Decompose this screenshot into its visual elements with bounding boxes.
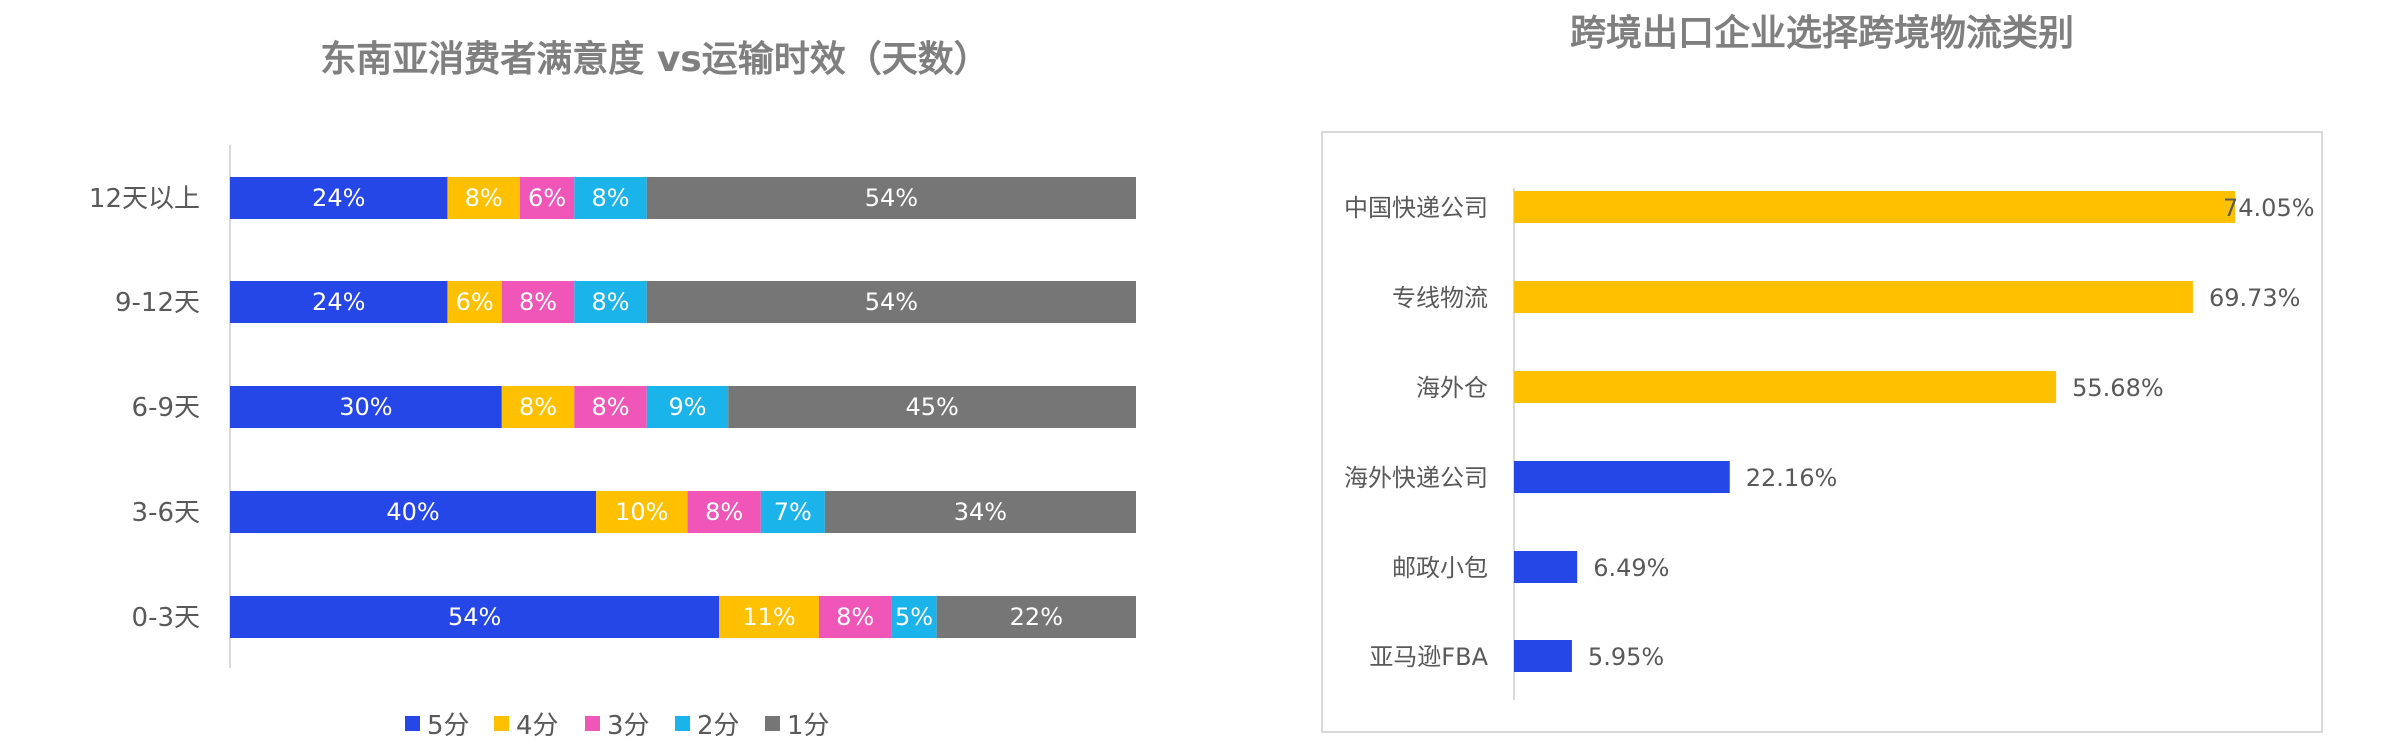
stacked-bar-segment (501, 281, 575, 323)
segment-data-label: 8% (465, 184, 503, 212)
bar-value-label: 55.68% (2072, 374, 2164, 402)
bar (1514, 461, 1730, 493)
segment-data-label: 8% (519, 393, 557, 421)
bar-value-label: 5.95% (1588, 643, 1664, 671)
category-tick-label: 亚马逊FBA (1369, 643, 1488, 671)
right-chart-title: 跨境出口企业选择跨境物流类别 (1569, 13, 2074, 54)
legend-swatch (405, 716, 420, 731)
stacked-bar-segment (646, 281, 1136, 323)
segment-data-label: 9% (668, 393, 706, 421)
legend-swatch (675, 716, 690, 731)
stacked-bar-segment (230, 386, 502, 428)
segment-data-label: 8% (836, 603, 874, 631)
legend-swatch (765, 716, 780, 731)
stacked-bar-segment (818, 596, 892, 638)
bar-value-label: 69.73% (2209, 284, 2301, 312)
legend-label: 1分 (787, 711, 830, 740)
category-tick-label: 中国快递公司 (1344, 194, 1488, 222)
category-tick-label: 6-9天 (132, 393, 200, 423)
stacked-bar-segment (447, 177, 520, 219)
segment-data-label: 30% (339, 393, 392, 421)
segment-data-label: 45% (905, 393, 958, 421)
stacked-bar-segment (728, 386, 1136, 428)
stacked-bar-segment (824, 491, 1136, 533)
stacked-bar-segment (574, 177, 647, 219)
segment-data-label: 24% (312, 184, 365, 212)
segment-data-label: 22% (1010, 603, 1063, 631)
category-tick-label: 3-6天 (132, 498, 200, 528)
segment-data-label: 8% (519, 288, 557, 316)
bar (1514, 191, 2235, 223)
segment-data-label: 54% (865, 288, 918, 316)
bar-value-label: 74.05% (2223, 194, 2315, 222)
category-tick-label: 12天以上 (89, 184, 200, 214)
stacked-bar-segment (760, 491, 825, 533)
category-tick-label: 邮政小包 (1392, 554, 1488, 582)
legend-label: 2分 (697, 711, 740, 740)
stacked-bar-segment (230, 596, 720, 638)
left-stacked-bar-chart: 12天以上 24% 8% 6% 8% 54% 9-12天 24% 6% 8% 8% 54% 6-9天 30… (89, 145, 1136, 740)
stacked-bar-segment (230, 177, 448, 219)
category-tick-label: 专线物流 (1392, 284, 1488, 312)
legend-label: 4分 (516, 711, 559, 740)
bar (1514, 640, 1572, 672)
category-tick-label: 海外仓 (1416, 374, 1488, 402)
segment-data-label: 34% (954, 498, 1007, 526)
segment-data-label: 40% (386, 498, 439, 526)
bar-value-label: 22.16% (1746, 464, 1838, 492)
stacked-bar-segment (891, 596, 937, 638)
segment-data-label: 8% (591, 288, 629, 316)
category-tick-label: 0-3天 (132, 603, 200, 633)
segment-data-label: 6% (456, 288, 494, 316)
left-chart-title: 东南亚消费者满意度 vs运输时效（天数） (320, 39, 990, 80)
bar (1514, 371, 2057, 403)
stacked-bar-segment (574, 386, 647, 428)
stacked-bar-segment (501, 386, 575, 428)
stacked-bar-segment (646, 177, 1136, 219)
segment-data-label: 11% (742, 603, 795, 631)
stacked-bar-segment (646, 386, 729, 428)
stacked-bar-segment (936, 596, 1136, 638)
category-tick-label: 海外快递公司 (1344, 464, 1488, 492)
category-tick-label: 9-12天 (115, 288, 200, 318)
segment-data-label: 8% (591, 184, 629, 212)
segment-data-label: 10% (615, 498, 668, 526)
segment-data-label: 8% (705, 498, 743, 526)
right-chart-border (1321, 131, 2323, 733)
segment-data-label: 24% (312, 288, 365, 316)
stacked-bar-segment (230, 281, 448, 323)
segment-data-label: 6% (528, 184, 566, 212)
stacked-bar-segment (519, 177, 575, 219)
bar (1514, 281, 2193, 313)
legend-swatch (494, 716, 509, 731)
legend-label: 5分 (427, 711, 470, 740)
legend-label: 3分 (607, 711, 650, 740)
stacked-bar-segment (574, 281, 647, 323)
legend-swatch (585, 716, 600, 731)
segment-data-label: 54% (865, 184, 918, 212)
segment-data-label: 8% (591, 393, 629, 421)
stacked-bar-segment (596, 491, 688, 533)
segment-data-label: 54% (448, 603, 501, 631)
right-bar-chart: 中国快递公司 74.05% 专线物流 69.73% 海外仓 55.68% 海外快递公司 22.… (1321, 131, 2323, 733)
bar-value-label: 6.49% (1593, 554, 1669, 582)
segment-data-label: 7% (774, 498, 812, 526)
bar (1514, 551, 1578, 583)
stacked-bar-segment (447, 281, 502, 323)
stacked-bar-segment (230, 491, 597, 533)
stacked-bar-segment (687, 491, 761, 533)
segment-data-label: 5% (895, 603, 933, 631)
stacked-bar-segment (719, 596, 819, 638)
